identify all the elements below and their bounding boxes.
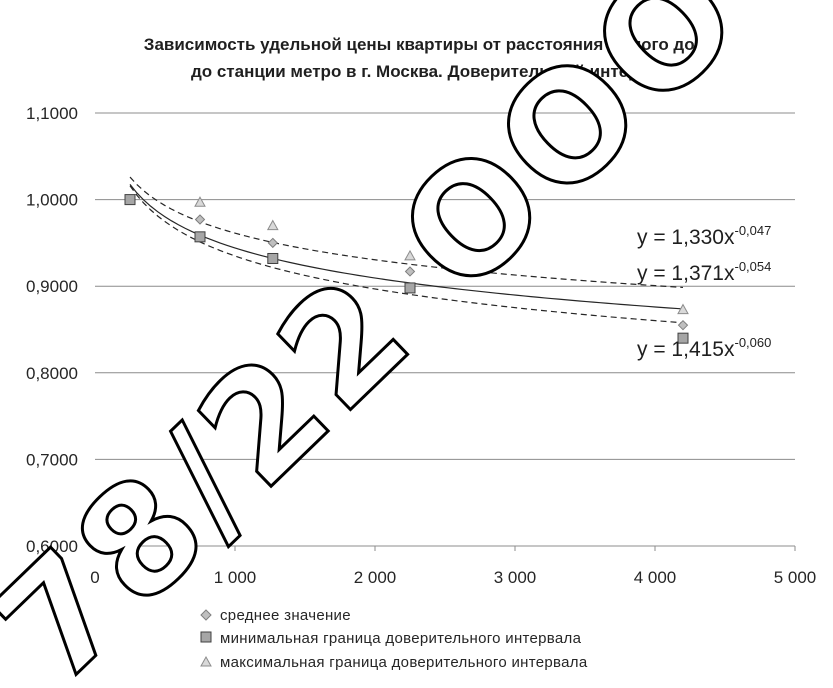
y-tick-label: 0,9000 (26, 277, 78, 296)
x-tick-label: 1 000 (214, 568, 257, 587)
axes: 0,6000 0,7000 0,8000 0,9000 1,0000 1,1000 0 1 0… (26, 104, 816, 587)
trendline-equation-max-exponent: -0,047 (734, 223, 771, 238)
legend-diamond-marker (200, 609, 212, 621)
legend: среднее значение минимальная граница дов… (200, 607, 588, 671)
marker-max-point (266, 219, 279, 231)
marker-max-point (404, 249, 416, 261)
trendline-equation-max-base: y = 1,330x (637, 226, 735, 249)
legend-item-max: максимальная граница доверительного инте… (200, 654, 588, 671)
x-tick-label: 0 (90, 568, 99, 587)
marker-max-point (194, 196, 206, 207)
legend-item-min: минимальная граница доверительного интер… (200, 630, 582, 647)
trendline-max (129, 176, 684, 289)
trendline-equation-max: y = 1,330x-0,047 (637, 223, 771, 249)
marker-max-point (677, 303, 689, 315)
trendline-equation-mean-base: y = 1,371x (637, 262, 735, 285)
legend-item-mean: среднее значение (200, 607, 351, 624)
marker-min-point (194, 231, 206, 243)
trendline-equation-min-base: y = 1,415x (637, 338, 735, 361)
legend-triangle-marker (200, 655, 212, 667)
x-tick-label: 4 000 (634, 568, 677, 587)
legend-label-min: минимальная граница доверительного интер… (220, 630, 582, 647)
marker-mean-point (404, 266, 416, 277)
marker-mean-point (267, 237, 279, 249)
marker-min-point (404, 282, 416, 294)
marker-mean-point (194, 214, 206, 225)
y-tick-label: 1,0000 (26, 191, 78, 210)
marker-mean-point (677, 319, 689, 331)
y-tick-label: 0,8000 (26, 364, 78, 383)
trendline-equation-min-exponent: -0,060 (734, 335, 771, 350)
legend-label-mean: среднее значение (220, 607, 351, 624)
x-tick-label: 3 000 (494, 568, 537, 587)
legend-square-marker (200, 631, 212, 643)
marker-min-point (677, 332, 689, 344)
trendline-equation-mean: y = 1,371x-0,054 (637, 259, 771, 285)
marker-min-point (124, 194, 136, 206)
gridlines (95, 112, 795, 460)
data-markers (124, 194, 689, 344)
legend-label-max: максимальная граница доверительного инте… (220, 654, 588, 671)
y-tick-label: 0,6000 (26, 537, 78, 556)
marker-min-point (267, 252, 279, 264)
trendline-equation-mean-exponent: -0,054 (734, 259, 771, 274)
y-tick-label: 1,1000 (26, 104, 78, 123)
y-tick-label: 0,7000 (26, 450, 78, 469)
chart-title-line-1: Зависимость удельной цены квартиры от ра… (144, 35, 717, 54)
trendline-min (129, 185, 684, 324)
chart-title-line-2: до станции метро в г. Москва. Доверитель… (191, 62, 669, 81)
x-tick-label: 2 000 (354, 568, 397, 587)
trendline-equation-min: y = 1,415x-0,060 (637, 335, 771, 361)
x-tick-label: 5 000 (774, 568, 817, 587)
